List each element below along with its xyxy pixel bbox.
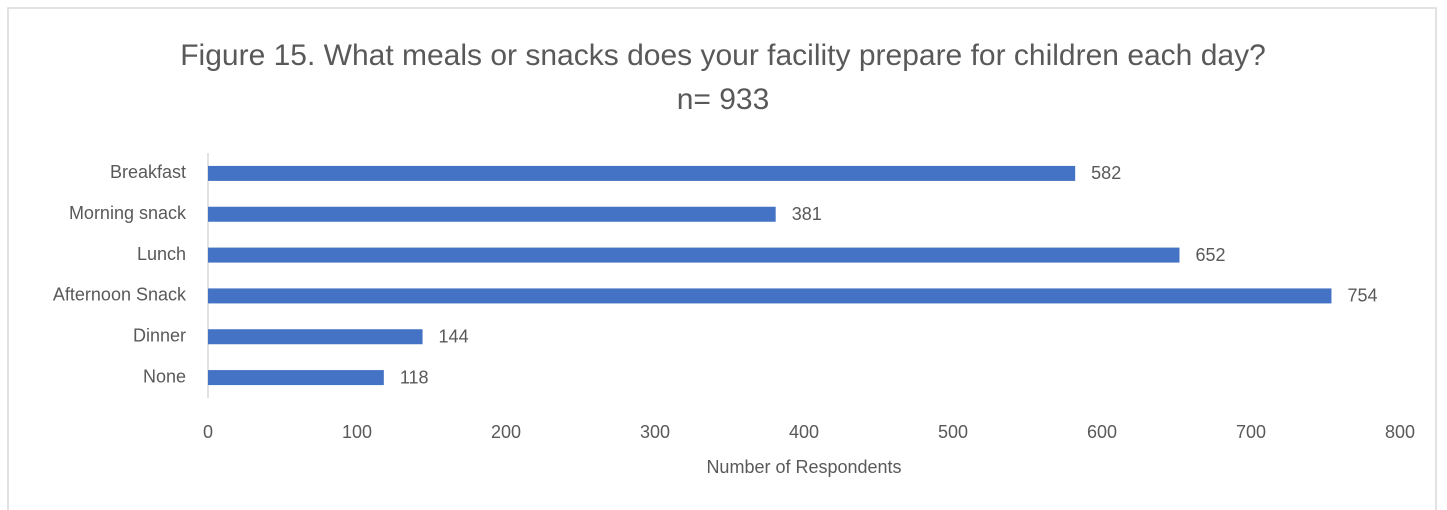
chart-border [7, 7, 1437, 510]
y-tick-label: Breakfast [110, 162, 186, 182]
x-tick-label: 300 [640, 422, 670, 442]
y-tick-label: Lunch [137, 244, 186, 264]
x-tick-label: 200 [491, 422, 521, 442]
data-label: 381 [792, 204, 822, 224]
x-tick-label: 400 [789, 422, 819, 442]
x-tick-label: 800 [1385, 422, 1415, 442]
bar [208, 370, 384, 386]
y-tick-label: Afternoon Snack [53, 285, 187, 305]
y-tick-label: Morning snack [69, 203, 187, 223]
data-label: 118 [400, 367, 429, 387]
data-label: 582 [1091, 163, 1121, 183]
y-tick-label: None [143, 366, 186, 386]
x-tick-label: 0 [203, 422, 213, 442]
x-axis-title: Number of Respondents [706, 457, 901, 477]
data-label: 754 [1347, 286, 1377, 306]
bar [208, 288, 1332, 304]
bar [208, 165, 1076, 181]
x-tick-label: 500 [938, 422, 968, 442]
bar [208, 247, 1180, 263]
chart-title: Figure 15. What meals or snacks does you… [180, 39, 1266, 116]
x-tick-label: 100 [342, 422, 372, 442]
y-tick-label: Dinner [133, 326, 186, 346]
bar [208, 329, 423, 345]
data-label: 144 [439, 327, 469, 347]
x-tick-label: 700 [1236, 422, 1266, 442]
data-label: 652 [1195, 245, 1225, 265]
x-tick-label: 600 [1087, 422, 1117, 442]
bar [208, 206, 776, 222]
